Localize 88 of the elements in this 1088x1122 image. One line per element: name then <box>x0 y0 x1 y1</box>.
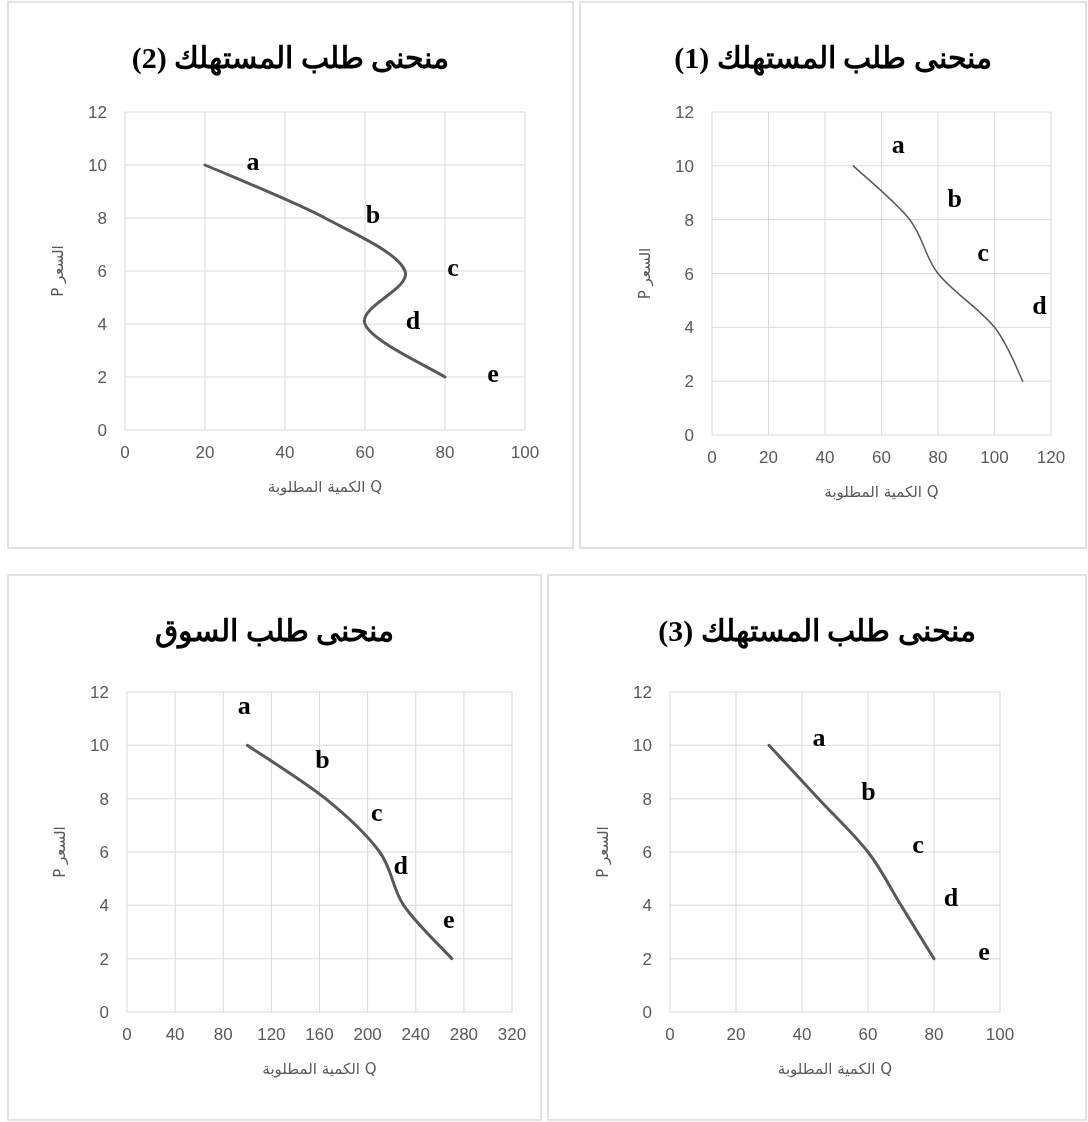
y-tick-label: 6 <box>99 843 109 862</box>
y-tick-label: 0 <box>97 421 107 440</box>
x-tick-label: 40 <box>165 1025 185 1044</box>
x-tick-label: 280 <box>449 1025 479 1044</box>
y-tick-label: 2 <box>97 368 107 387</box>
y-tick-label: 10 <box>675 156 694 176</box>
y-axis-title: السعر P <box>49 245 67 297</box>
x-tick-label: 20 <box>726 1025 746 1044</box>
y-tick-label: 0 <box>642 1003 652 1022</box>
x-tick-label: 240 <box>401 1025 430 1044</box>
line-series <box>852 165 1024 382</box>
y-tick-label: 8 <box>642 789 652 809</box>
x-tick-label: 0 <box>122 1025 132 1044</box>
x-tick-label: 60 <box>355 443 375 462</box>
annotation: d <box>943 883 959 913</box>
annotation: a <box>891 129 905 159</box>
y-axis-title: السعر P <box>636 247 654 300</box>
y-tick-label: 10 <box>633 736 652 756</box>
y-tick-label: 10 <box>90 736 109 756</box>
x-tick-label: 80 <box>928 448 948 467</box>
x-tick-label: 40 <box>815 448 835 467</box>
y-tick-label: 6 <box>684 264 694 284</box>
x-tick-label: 160 <box>305 1025 334 1044</box>
y-axis-title: السعر P <box>594 826 612 878</box>
y-tick-label: 8 <box>97 209 107 228</box>
x-tick-label: 80 <box>213 1025 233 1044</box>
x-tick-label: 40 <box>792 1025 812 1044</box>
line-series <box>245 743 454 961</box>
y-tick-label: 12 <box>88 103 107 122</box>
annotation: c <box>912 830 924 859</box>
chart-title: منحنى طلب المستهلك (3) <box>658 614 976 649</box>
annotation: a <box>812 723 826 753</box>
y-tick-label: 4 <box>97 315 107 334</box>
chart-title: منحنى طلب المستهلك (1) <box>674 41 992 76</box>
annotation: c <box>977 237 989 267</box>
x-tick-label: 100 <box>510 443 540 462</box>
x-axis-title: الكمية المطلوبة Q <box>262 1060 377 1078</box>
y-tick-label: 0 <box>99 1003 109 1022</box>
x-tick-label: 0 <box>120 443 130 462</box>
annotation: c <box>447 253 459 282</box>
x-tick-label: 60 <box>858 1025 878 1044</box>
x-tick-label: 80 <box>924 1025 944 1044</box>
x-axis-title: الكمية المطلوبة Q <box>824 483 939 501</box>
annotation: e <box>487 359 499 388</box>
x-tick-label: 120 <box>257 1025 286 1044</box>
annotation: a <box>246 147 260 176</box>
x-tick-label: 20 <box>759 448 778 467</box>
y-axis-title: السعر P <box>51 826 69 878</box>
y-tick-label: 6 <box>642 843 652 862</box>
y-tick-label: 2 <box>642 949 652 969</box>
x-tick-label: 100 <box>985 1025 1015 1044</box>
x-tick-label: 60 <box>872 448 891 467</box>
annotation: e <box>978 936 990 966</box>
annotation: b <box>947 183 962 213</box>
y-tick-label: 2 <box>684 372 694 392</box>
x-tick-label: 0 <box>707 448 717 467</box>
x-tick-label: 320 <box>497 1025 527 1044</box>
chart-title: منحنى طلب المستهلك (2) <box>131 41 450 76</box>
annotation: d <box>1032 291 1048 321</box>
x-tick-label: 80 <box>435 443 455 462</box>
y-tick-label: 8 <box>684 210 694 230</box>
annotation: c <box>370 798 383 827</box>
y-tick-label: 12 <box>633 683 652 702</box>
annotation: b <box>861 776 876 806</box>
y-tick-label: 4 <box>684 318 694 338</box>
y-tick-label: 10 <box>88 156 107 175</box>
y-tick-label: 4 <box>99 896 109 916</box>
x-tick-label: 120 <box>1036 448 1066 467</box>
x-axis-title: الكمية المطلوبة Q <box>777 1060 893 1078</box>
y-tick-label: 2 <box>99 949 109 969</box>
y-tick-label: 8 <box>99 789 109 809</box>
chart-title: منحنى طلب السوق <box>155 614 394 649</box>
y-tick-label: 6 <box>97 262 107 281</box>
y-tick-label: 12 <box>90 683 109 702</box>
x-tick-label: 200 <box>353 1025 382 1044</box>
y-tick-label: 0 <box>684 426 694 445</box>
annotation: a <box>237 691 251 721</box>
y-tick-label: 4 <box>642 896 652 916</box>
annotation: d <box>393 851 409 881</box>
x-tick-label: 20 <box>195 443 215 462</box>
x-axis-title: الكمية المطلوبة Q <box>267 478 383 496</box>
annotation: d <box>405 306 421 335</box>
annotation: e <box>443 904 455 934</box>
x-tick-label: 100 <box>980 448 1009 467</box>
annotation: b <box>315 744 330 774</box>
x-tick-label: 40 <box>275 443 295 462</box>
y-tick-label: 12 <box>675 103 694 122</box>
annotation: b <box>365 200 381 229</box>
